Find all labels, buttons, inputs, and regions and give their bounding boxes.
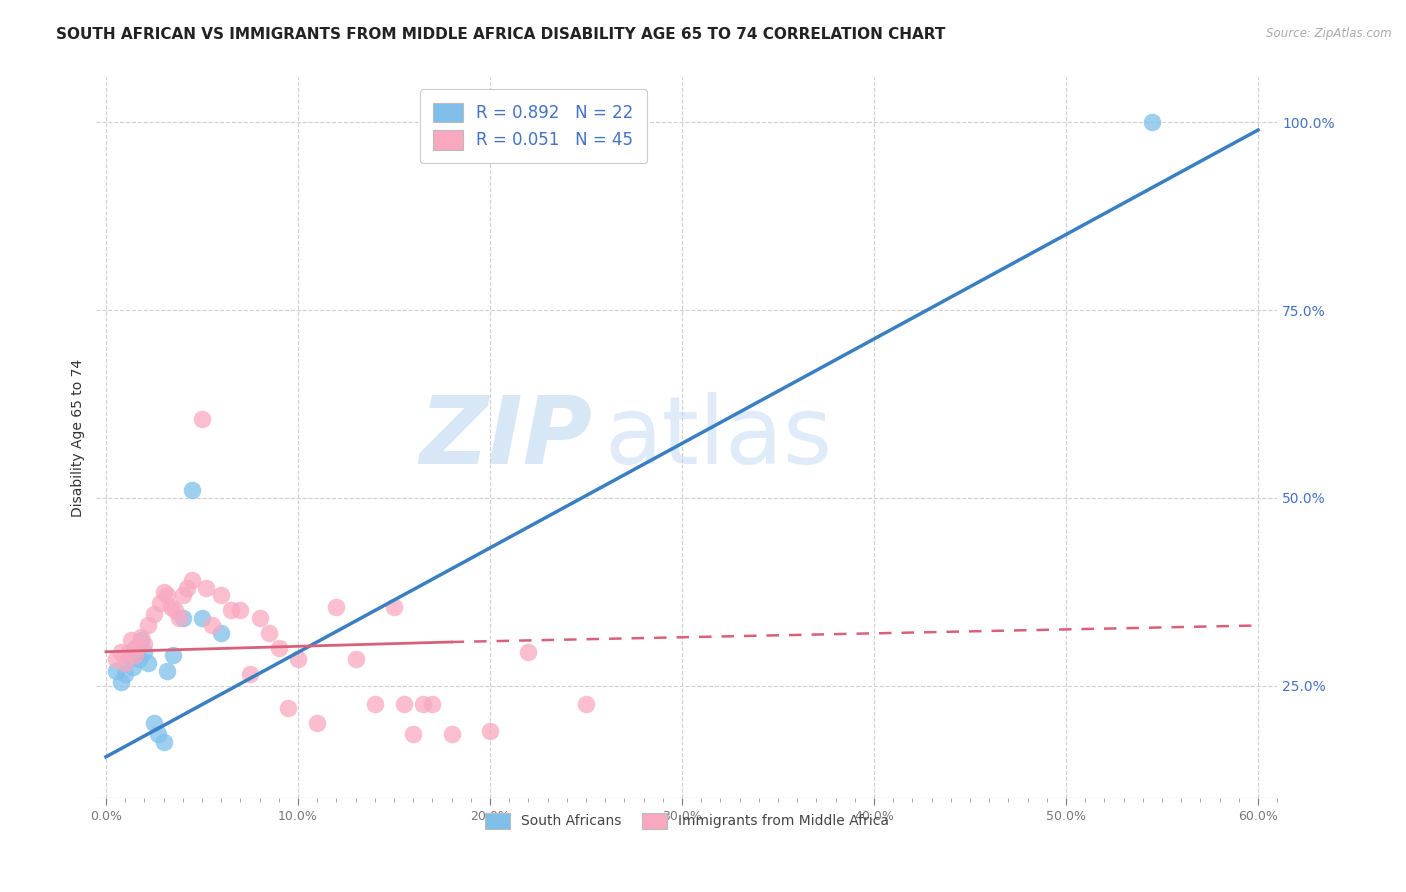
Text: atlas: atlas [605,392,832,483]
Point [239,667,262,681]
Point [392,698,415,712]
Point [129,630,152,644]
Point [325,599,347,614]
Point [104,664,127,678]
Point [118,645,141,659]
Point [479,723,502,738]
Point [162,648,184,663]
Point [172,589,194,603]
Text: ZIP: ZIP [419,392,592,483]
Point [382,599,405,614]
Point [412,698,434,712]
Point [575,698,598,712]
Point [181,574,204,588]
Point [165,603,187,617]
Point [364,698,387,712]
Point [152,584,174,599]
Point [160,599,183,614]
Point [257,626,280,640]
Legend: South Africans, Immigrants from Middle Africa: South Africans, Immigrants from Middle A… [479,807,894,834]
Point [176,581,198,595]
Point [104,652,127,666]
Point [209,626,232,640]
Y-axis label: Disability Age 65 to 74: Disability Age 65 to 74 [72,359,86,516]
Point [134,637,156,651]
Point [114,656,136,670]
Point [307,716,329,731]
Point [402,727,425,741]
Point [118,652,141,666]
Point [156,589,179,603]
Point [146,727,169,741]
Point [191,412,214,426]
Point [209,589,232,603]
Point [517,645,540,659]
Point [125,640,148,655]
Point [143,607,166,622]
Point [200,618,222,632]
Point [128,652,150,666]
Point [229,603,252,617]
Point [267,640,290,655]
Point [120,633,142,648]
Point [124,648,146,663]
Point [181,483,204,498]
Point [121,659,143,673]
Point [149,596,172,610]
Point [344,652,367,666]
Point [125,645,148,659]
Point [194,581,217,595]
Point [136,656,159,670]
Point [110,674,132,689]
Point [219,603,242,617]
Point [191,611,214,625]
Point [120,648,142,663]
Point [172,611,194,625]
Point [134,645,156,659]
Point [136,618,159,632]
Point [422,698,444,712]
Point [143,716,166,731]
Point [277,701,299,715]
Point [249,611,271,625]
Point [287,652,309,666]
Point [156,664,179,678]
Point [167,611,190,625]
Point [152,735,174,749]
Point [114,667,136,681]
Point [129,633,152,648]
Point [124,640,146,655]
Text: Source: ZipAtlas.com: Source: ZipAtlas.com [1267,27,1392,40]
Point [440,727,463,741]
Text: SOUTH AFRICAN VS IMMIGRANTS FROM MIDDLE AFRICA DISABILITY AGE 65 TO 74 CORRELATI: SOUTH AFRICAN VS IMMIGRANTS FROM MIDDLE … [56,27,946,42]
Point [110,645,132,659]
Point [1142,115,1164,129]
